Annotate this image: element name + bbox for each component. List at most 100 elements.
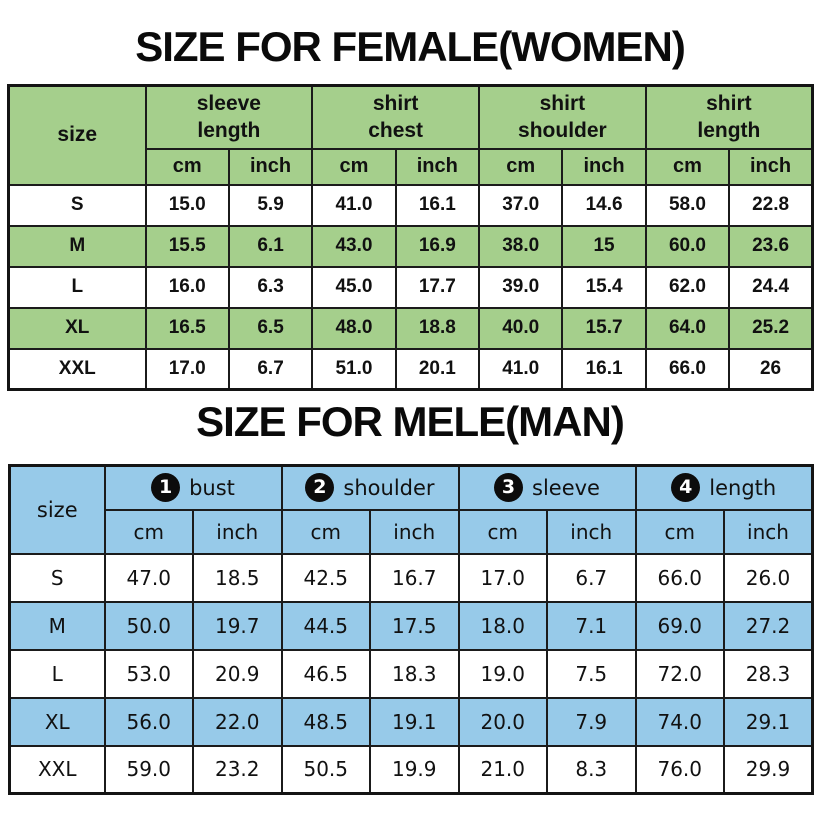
group-label: 3 sleeve [494, 473, 600, 503]
table-row: L 53.0 20.9 46.5 18.3 19.0 7.5 72.0 28.3 [8, 648, 814, 699]
group-label: 4 length [671, 473, 776, 503]
group-label-line: chest [368, 119, 424, 143]
value-cell: 6.7 [546, 552, 637, 603]
group-header-row: size sleeve length shirt chest shirt shoulder s… [7, 84, 814, 186]
value-cell: 44.5 [280, 600, 371, 651]
group-label-line: length [197, 119, 261, 143]
size-cell: XL [7, 306, 147, 350]
value-cell: 5.9 [227, 183, 314, 227]
group-label-text: shoulder [343, 475, 435, 500]
value-cell: 29.9 [723, 744, 814, 795]
value-cell: 23.2 [192, 744, 283, 795]
value-cell: 18.8 [394, 306, 481, 350]
unit-header: inch [728, 147, 814, 186]
unit-header: inch [561, 147, 647, 186]
group-label-line: shirt [706, 92, 752, 116]
value-cell: 16.1 [561, 347, 647, 391]
circle-number-icon: 2 [305, 473, 335, 503]
value-cell: 18.5 [192, 552, 283, 603]
value-cell: 53.0 [103, 648, 194, 699]
value-cell: 58.0 [644, 183, 731, 227]
size-cell: S [8, 552, 106, 603]
table-row: S 47.0 18.5 42.5 16.7 17.0 6.7 66.0 26.0 [8, 552, 814, 603]
group-label-line: shirt [539, 92, 586, 116]
value-cell: 19.1 [369, 696, 460, 747]
column-group-header: sleeve length [144, 84, 314, 150]
women-table-title: SIZE FOR FEMALE(WOMEN) [135, 23, 686, 70]
value-cell: 27.2 [723, 600, 814, 651]
unit-header-row: cm inch cm inch cm inch cm inch [10, 508, 814, 555]
table-row: M 50.0 19.7 44.5 17.5 18.0 7.1 69.0 27.2 [8, 600, 814, 651]
value-cell: 74.0 [634, 696, 725, 747]
value-cell: 56.0 [103, 696, 194, 747]
value-cell: 14.6 [561, 183, 647, 227]
table-row: S 15.0 5.9 41.0 16.1 37.0 14.6 58.0 22.8 [7, 183, 814, 227]
group-label: 2 shoulder [305, 473, 435, 503]
unit-header: inch [723, 508, 814, 555]
value-cell: 16.0 [144, 265, 230, 309]
table-row: L 16.0 6.3 45.0 17.7 39.0 15.4 62.0 24.4 [7, 265, 814, 309]
circle-number-icon: 3 [494, 473, 524, 503]
value-cell: 26 [728, 347, 814, 391]
table-row: XL 56.0 22.0 48.5 19.1 20.0 7.9 74.0 29.1 [8, 696, 814, 747]
unit-header: inch [394, 147, 481, 186]
column-group-header: shirt chest [311, 84, 480, 150]
value-cell: 18.0 [457, 600, 548, 651]
women-size-table: size sleeve length shirt chest shirt shoulder s… [7, 84, 814, 391]
size-cell: L [8, 648, 106, 699]
value-cell: 17.0 [144, 347, 230, 391]
value-cell: 16.7 [369, 552, 460, 603]
value-cell: 48.5 [280, 696, 371, 747]
value-cell: 50.5 [280, 744, 371, 795]
group-label-line: sleeve [196, 92, 261, 116]
unit-header: cm [280, 508, 371, 555]
table-row: M 15.5 6.1 43.0 16.9 38.0 15 60.0 23.6 [7, 224, 814, 268]
value-cell: 37.0 [477, 183, 564, 227]
men-table-title: SIZE FOR MELE(MAN) [196, 398, 625, 445]
group-label-line: shirt [372, 92, 419, 116]
men-size-table: size 1 bust 2 shoulder 3 sleeve 4 length cm inch cm… [8, 464, 814, 795]
size-cell: S [7, 183, 147, 227]
size-cell: XXL [7, 347, 147, 391]
unit-header: cm [634, 508, 725, 555]
value-cell: 20.0 [457, 696, 548, 747]
value-cell: 15.0 [144, 183, 230, 227]
size-column-header: size [7, 84, 147, 186]
value-cell: 7.5 [546, 648, 637, 699]
value-cell: 69.0 [634, 600, 725, 651]
value-cell: 23.6 [728, 224, 814, 268]
value-cell: 19.0 [457, 648, 548, 699]
size-column-header: size [8, 464, 106, 555]
value-cell: 64.0 [644, 306, 731, 350]
size-cell: XL [8, 696, 106, 747]
value-cell: 18.3 [369, 648, 460, 699]
value-cell: 50.0 [103, 600, 194, 651]
column-group-header: 1 bust [103, 464, 283, 511]
group-label: 1 bust [151, 473, 235, 503]
value-cell: 26.0 [723, 552, 814, 603]
unit-header: inch [192, 508, 283, 555]
size-cell: M [7, 224, 147, 268]
size-cell: M [8, 600, 106, 651]
value-cell: 16.5 [144, 306, 230, 350]
value-cell: 59.0 [103, 744, 194, 795]
group-label-text: sleeve [532, 475, 600, 500]
value-cell: 8.3 [546, 744, 637, 795]
column-group-header: 2 shoulder [280, 464, 460, 511]
value-cell: 6.3 [227, 265, 314, 309]
value-cell: 21.0 [457, 744, 548, 795]
value-cell: 72.0 [634, 648, 725, 699]
value-cell: 60.0 [644, 224, 731, 268]
value-cell: 46.5 [280, 648, 371, 699]
value-cell: 19.9 [369, 744, 460, 795]
size-cell: L [7, 265, 147, 309]
unit-header: cm [144, 147, 230, 186]
circle-number-icon: 4 [671, 473, 701, 503]
value-cell: 28.3 [723, 648, 814, 699]
value-cell: 76.0 [634, 744, 725, 795]
value-cell: 6.5 [227, 306, 314, 350]
value-cell: 24.4 [728, 265, 814, 309]
value-cell: 41.0 [311, 183, 397, 227]
unit-header-row: cm inch cm inch cm inch cm inch [9, 147, 814, 186]
